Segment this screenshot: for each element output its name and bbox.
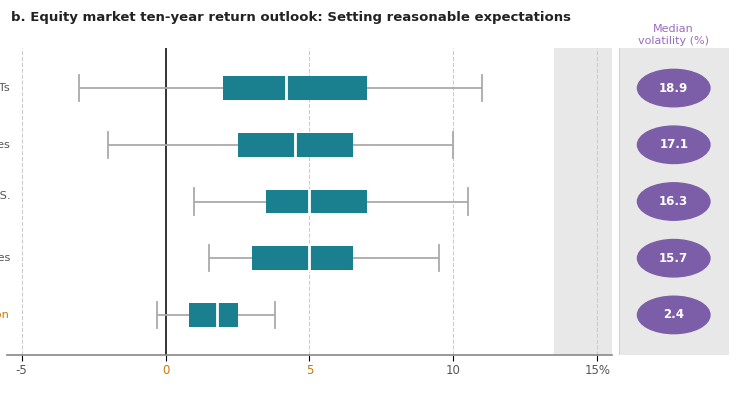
Text: 2.4: 2.4 [663,308,684,322]
Text: 16.3: 16.3 [659,195,688,208]
Text: Inflation: Inflation [0,310,10,320]
Bar [238,133,353,157]
Bar [223,76,367,100]
Circle shape [637,183,710,220]
Text: Median
volatility (%): Median volatility (%) [638,24,710,46]
Text: Global equities ex-U.S.
(unhedged): Global equities ex-U.S. (unhedged) [0,191,10,212]
Circle shape [637,69,710,107]
Bar [188,303,238,327]
Circle shape [637,296,710,334]
Circle shape [637,239,710,277]
Text: 18.9: 18.9 [659,81,688,95]
Circle shape [637,126,710,164]
Bar [252,246,353,270]
Bar [554,48,612,355]
Text: Global equities: Global equities [0,253,10,263]
Bar [266,189,367,214]
Text: b. Equity market ten-year return outlook: Setting reasonable expectations: b. Equity market ten-year return outlook… [11,11,571,24]
Text: 17.1: 17.1 [659,138,688,151]
Text: U.S. equities: U.S. equities [0,140,10,150]
Text: 15.7: 15.7 [659,252,688,265]
Text: U.S. REITs: U.S. REITs [0,83,10,93]
